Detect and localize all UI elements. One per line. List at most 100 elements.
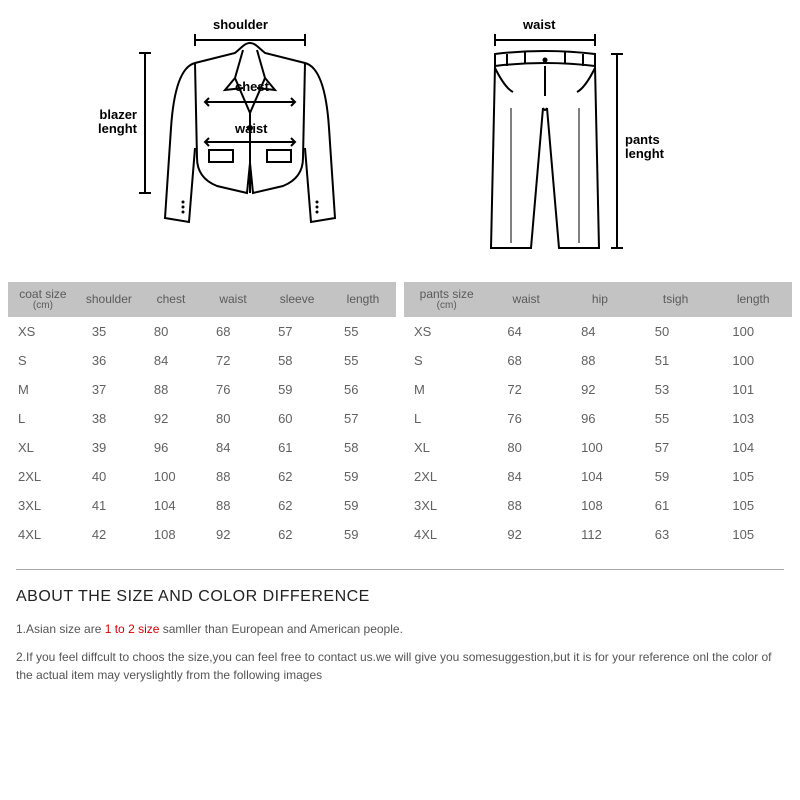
pants-length-label: pants lenght: [625, 133, 675, 162]
cell: 80: [489, 433, 563, 462]
cell: 39: [78, 433, 140, 462]
coat-th-waist: waist: [202, 282, 264, 317]
coat-size-table: coat size(cm)shoulderchestwaistsleevelen…: [8, 282, 396, 549]
cell: 36: [78, 346, 140, 375]
blazer-length-label-l1: blazer: [99, 107, 137, 122]
cell: 55: [637, 404, 715, 433]
divider: [16, 569, 784, 570]
cell: 112: [563, 520, 637, 549]
cell: 55: [330, 346, 396, 375]
cell: 62: [264, 491, 330, 520]
cell: 3XL: [404, 491, 489, 520]
pants-th-hip: hip: [563, 282, 637, 317]
cell: 62: [264, 520, 330, 549]
coat-th-length: length: [330, 282, 396, 317]
cell: 2XL: [8, 462, 78, 491]
cell: 57: [330, 404, 396, 433]
cell: 103: [714, 404, 792, 433]
cell: 40: [78, 462, 140, 491]
diagram-row: shoulder: [0, 0, 800, 278]
cell: 104: [140, 491, 202, 520]
table-row: L769655103: [404, 404, 792, 433]
cell: 60: [264, 404, 330, 433]
cell: 84: [489, 462, 563, 491]
about-heading: ABOUT THE SIZE AND COLOR DIFFERENCE: [16, 588, 784, 606]
table-row: 2XL8410459105: [404, 462, 792, 491]
cell: 4XL: [8, 520, 78, 549]
table-row: S3684725855: [8, 346, 396, 375]
pants-waist-label: waist: [523, 18, 556, 32]
cell: 4XL: [404, 520, 489, 549]
table-row: S688851100: [404, 346, 792, 375]
cell: 53: [637, 375, 715, 404]
coat-th-chest: chest: [140, 282, 202, 317]
cell: 35: [78, 317, 140, 346]
cell: XL: [8, 433, 78, 462]
cell: 100: [714, 346, 792, 375]
cell: XL: [404, 433, 489, 462]
coat-th-shoulder: shoulder: [78, 282, 140, 317]
table-row: XL8010057104: [404, 433, 792, 462]
cell: 92: [140, 404, 202, 433]
cell: 80: [140, 317, 202, 346]
cell: 42: [78, 520, 140, 549]
pants-th-waist: waist: [489, 282, 563, 317]
table-row: M729253101: [404, 375, 792, 404]
cell: 108: [563, 491, 637, 520]
cell: 2XL: [404, 462, 489, 491]
cell: 72: [202, 346, 264, 375]
cell: 55: [330, 317, 396, 346]
cell: 59: [330, 520, 396, 549]
pants-th-size: pants size(cm): [404, 282, 489, 317]
pants-length-label-l2: lenght: [625, 146, 664, 161]
blazer-waist-label: waist: [235, 122, 268, 136]
cell: M: [404, 375, 489, 404]
cell: 57: [637, 433, 715, 462]
cell: 84: [563, 317, 637, 346]
table-row: 3XL8810861105: [404, 491, 792, 520]
cell: 41: [78, 491, 140, 520]
cell: 88: [563, 346, 637, 375]
pants-size-table: pants size(cm)waisthiptsighlength XS6484…: [404, 282, 792, 549]
pants-table-wrap: pants size(cm)waisthiptsighlength XS6484…: [404, 282, 792, 549]
cell: 105: [714, 520, 792, 549]
cell: 61: [264, 433, 330, 462]
cell: 63: [637, 520, 715, 549]
cell: 100: [714, 317, 792, 346]
table-row: XS648450100: [404, 317, 792, 346]
cell: 64: [489, 317, 563, 346]
cell: 59: [637, 462, 715, 491]
cell: S: [404, 346, 489, 375]
cell: 104: [714, 433, 792, 462]
cell: M: [8, 375, 78, 404]
cell: 88: [140, 375, 202, 404]
pants-length-label-l1: pants: [625, 132, 660, 147]
cell: 88: [202, 462, 264, 491]
table-row: 4XL42108926259: [8, 520, 396, 549]
cell: L: [404, 404, 489, 433]
table-row: 4XL9211263105: [404, 520, 792, 549]
about-section: ABOUT THE SIZE AND COLOR DIFFERENCE 1.As…: [0, 549, 800, 684]
cell: L: [8, 404, 78, 433]
cell: 37: [78, 375, 140, 404]
cell: 59: [330, 491, 396, 520]
cell: 96: [563, 404, 637, 433]
blazer-length-label-l2: lenght: [98, 121, 137, 136]
blazer-chest-label: chest: [235, 80, 269, 94]
table-row: L3892806057: [8, 404, 396, 433]
cell: 76: [489, 404, 563, 433]
cell: S: [8, 346, 78, 375]
cell: 38: [78, 404, 140, 433]
about-note-1: 1.Asian size are 1 to 2 size samller tha…: [16, 620, 784, 638]
cell: 59: [264, 375, 330, 404]
pants-diagram: waist: [465, 18, 665, 268]
blazer-shoulder-label: shoulder: [213, 18, 268, 32]
about-note-2: 2.If you feel diffcult to choos the size…: [16, 648, 784, 684]
cell: 92: [489, 520, 563, 549]
blazer-diagram: shoulder: [135, 18, 375, 268]
coat-th-size: coat size(cm): [8, 282, 78, 317]
cell: 62: [264, 462, 330, 491]
cell: 58: [264, 346, 330, 375]
blazer-length-label: blazer lenght: [87, 108, 137, 137]
cell: 100: [563, 433, 637, 462]
